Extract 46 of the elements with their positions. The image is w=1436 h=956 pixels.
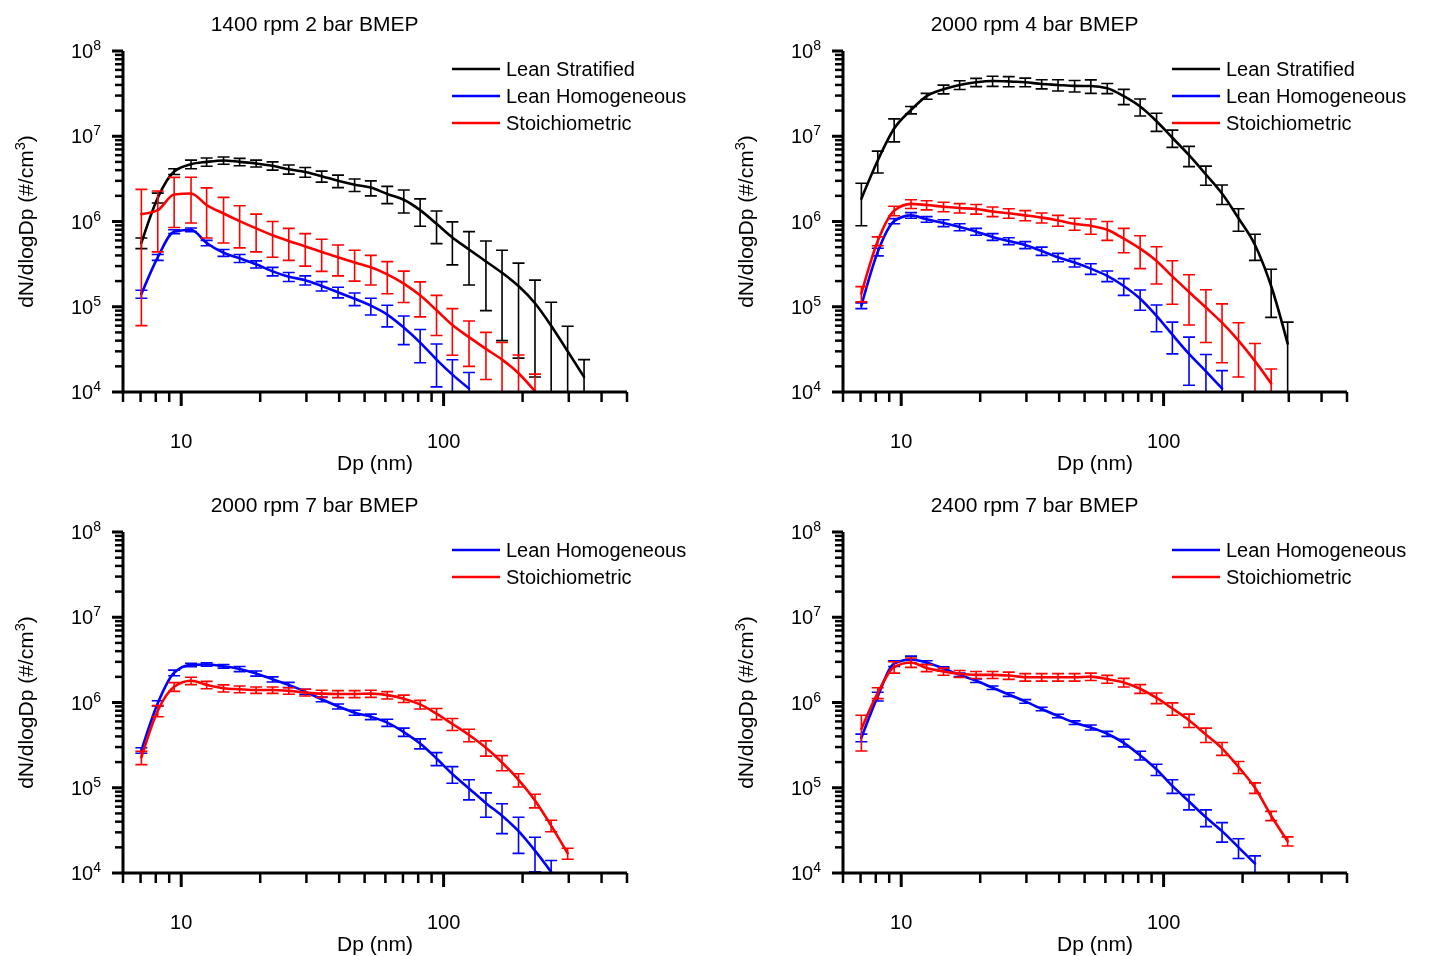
chart-title: 2400 rpm 7 bar BMEP <box>930 493 1139 516</box>
y-tick-label: 10$^{8}$ <box>70 37 102 62</box>
chart-title: 2000 rpm 7 bar BMEP <box>210 493 419 516</box>
legend-label: Lean Homogeneous <box>506 85 687 107</box>
y-tick-label: 10$^{5}$ <box>790 292 822 318</box>
y-tick-label: 10$^{5}$ <box>790 773 822 799</box>
y-tick-label: 10$^{5}$ <box>70 292 102 318</box>
x-tick-label: 10 <box>170 911 193 933</box>
y-tick-label: 10$^{6}$ <box>790 207 822 233</box>
y-tick-label: 10$^{7}$ <box>790 122 822 148</box>
y-tick-label: 10$^{6}$ <box>70 688 102 714</box>
x-axis-title: Dp (nm) <box>337 932 413 955</box>
y-tick-label: 10$^{4}$ <box>70 378 102 403</box>
y-tick-label: 10$^{6}$ <box>70 207 102 233</box>
x-tick-label: 100 <box>1146 911 1181 933</box>
x-axis-title: Dp (nm) <box>337 451 413 474</box>
y-tick-label: 10$^{4}$ <box>790 378 822 403</box>
legend-label: Lean Homogeneous <box>506 539 687 561</box>
legend-label: Stoichiometric <box>506 112 632 134</box>
x-tick-label: 100 <box>426 430 461 452</box>
legend-label: Lean Homogeneous <box>1226 539 1407 561</box>
y-tick-label: 10$^{7}$ <box>70 122 102 148</box>
y-tick-label: 10$^{7}$ <box>790 603 822 629</box>
y-tick-label: 10$^{5}$ <box>70 773 102 799</box>
y-tick-label: 10$^{8}$ <box>790 518 822 543</box>
x-tick-label: 10 <box>890 430 913 452</box>
y-tick-label: 10$^{7}$ <box>70 603 102 629</box>
x-tick-label: 100 <box>1146 430 1181 452</box>
legend-label: Lean Homogeneous <box>1226 85 1407 107</box>
chart-title: 2000 rpm 4 bar BMEP <box>930 12 1139 35</box>
y-tick-label: 10$^{4}$ <box>790 859 822 884</box>
legend-label: Stoichiometric <box>1226 566 1352 588</box>
y-tick-label: 10$^{8}$ <box>70 518 102 543</box>
x-tick-label: 10 <box>170 430 193 452</box>
x-axis-title: Dp (nm) <box>1057 451 1133 474</box>
legend-label: Lean Stratified <box>506 58 635 80</box>
y-tick-label: 10$^{8}$ <box>790 37 822 62</box>
x-tick-label: 10 <box>890 911 913 933</box>
y-tick-label: 10$^{4}$ <box>70 859 102 884</box>
chart-title: 1400 rpm 2 bar BMEP <box>210 12 419 35</box>
y-tick-label: 10$^{6}$ <box>790 688 822 714</box>
legend-label: Stoichiometric <box>1226 112 1352 134</box>
x-axis-title: Dp (nm) <box>1057 932 1133 955</box>
legend-label: Stoichiometric <box>506 566 632 588</box>
legend-label: Lean Stratified <box>1226 58 1355 80</box>
x-tick-label: 100 <box>426 911 461 933</box>
